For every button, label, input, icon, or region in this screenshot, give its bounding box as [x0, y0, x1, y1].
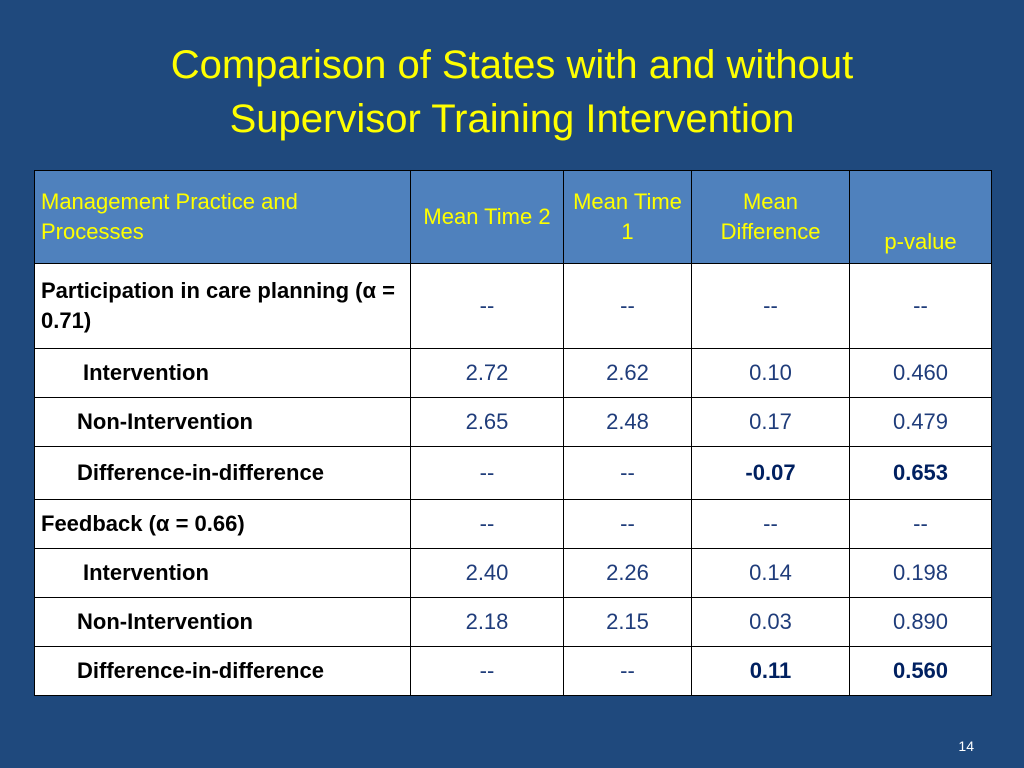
row-label: Non-Intervention: [34, 397, 411, 447]
cell-mean-time-1: 2.26: [563, 548, 692, 598]
cell-mean-time-1: 2.62: [563, 348, 692, 398]
cell-mean-difference: -0.07: [691, 446, 850, 500]
comparison-table: Management Practice and Processes Mean T…: [34, 170, 992, 696]
header-p-value: p-value: [849, 170, 992, 264]
table-row: Participation in care planning (α = 0.71…: [34, 263, 992, 349]
row-label: Intervention: [34, 348, 411, 398]
cell-mean-time-2: 2.18: [410, 597, 564, 647]
cell-mean-difference: 0.14: [691, 548, 850, 598]
slide-number: 14: [958, 738, 974, 754]
row-label: Participation in care planning (α = 0.71…: [34, 263, 411, 349]
table-row: Non-Intervention 2.65 2.48 0.17 0.479: [34, 397, 992, 447]
cell-mean-difference: 0.10: [691, 348, 850, 398]
cell-mean-time-1: --: [563, 646, 692, 696]
table-row: Intervention 2.72 2.62 0.10 0.460: [34, 348, 992, 398]
slide-title-line-1: Comparison of States with and without: [170, 43, 854, 87]
table-header-row: Management Practice and Processes Mean T…: [34, 170, 992, 264]
cell-mean-difference: 0.11: [691, 646, 850, 696]
table-row: Intervention 2.40 2.26 0.14 0.198: [34, 548, 992, 598]
cell-mean-time-2: --: [410, 499, 564, 549]
row-label: Difference-in-difference: [34, 446, 411, 500]
cell-mean-difference: --: [691, 263, 850, 349]
cell-mean-time-2: 2.40: [410, 548, 564, 598]
cell-mean-time-2: 2.72: [410, 348, 564, 398]
slide-title: Comparison of States with and without Su…: [40, 38, 984, 146]
row-label: Non-Intervention: [34, 597, 411, 647]
cell-p-value: --: [849, 263, 992, 349]
cell-mean-time-1: 2.15: [563, 597, 692, 647]
cell-mean-time-2: --: [410, 263, 564, 349]
cell-mean-time-2: 2.65: [410, 397, 564, 447]
cell-p-value: 0.890: [849, 597, 992, 647]
table-row: Non-Intervention 2.18 2.15 0.03 0.890: [34, 597, 992, 647]
cell-p-value: 0.560: [849, 646, 992, 696]
table-row: Difference-in-difference -- -- -0.07 0.6…: [34, 446, 992, 500]
cell-mean-time-1: --: [563, 263, 692, 349]
cell-mean-time-2: --: [410, 646, 564, 696]
cell-p-value: 0.460: [849, 348, 992, 398]
cell-mean-time-1: 2.48: [563, 397, 692, 447]
cell-p-value: 0.479: [849, 397, 992, 447]
row-label: Feedback (α = 0.66): [34, 499, 411, 549]
header-mean-time-1: Mean Time 1: [563, 170, 692, 264]
slide-title-line-2: Supervisor Training Intervention: [229, 97, 795, 141]
header-management-practice: Management Practice and Processes: [34, 170, 411, 264]
cell-mean-difference: --: [691, 499, 850, 549]
table-row: Feedback (α = 0.66) -- -- -- --: [34, 499, 992, 549]
cell-p-value: --: [849, 499, 992, 549]
cell-p-value: 0.653: [849, 446, 992, 500]
cell-mean-time-1: --: [563, 499, 692, 549]
table-row: Difference-in-difference -- -- 0.11 0.56…: [34, 646, 992, 696]
row-label: Difference-in-difference: [34, 646, 411, 696]
cell-mean-difference: 0.17: [691, 397, 850, 447]
header-mean-difference: Mean Difference: [691, 170, 850, 264]
cell-p-value: 0.198: [849, 548, 992, 598]
header-mean-time-2: Mean Time 2: [410, 170, 564, 264]
cell-mean-time-2: --: [410, 446, 564, 500]
row-label: Intervention: [34, 548, 411, 598]
cell-mean-time-1: --: [563, 446, 692, 500]
cell-mean-difference: 0.03: [691, 597, 850, 647]
